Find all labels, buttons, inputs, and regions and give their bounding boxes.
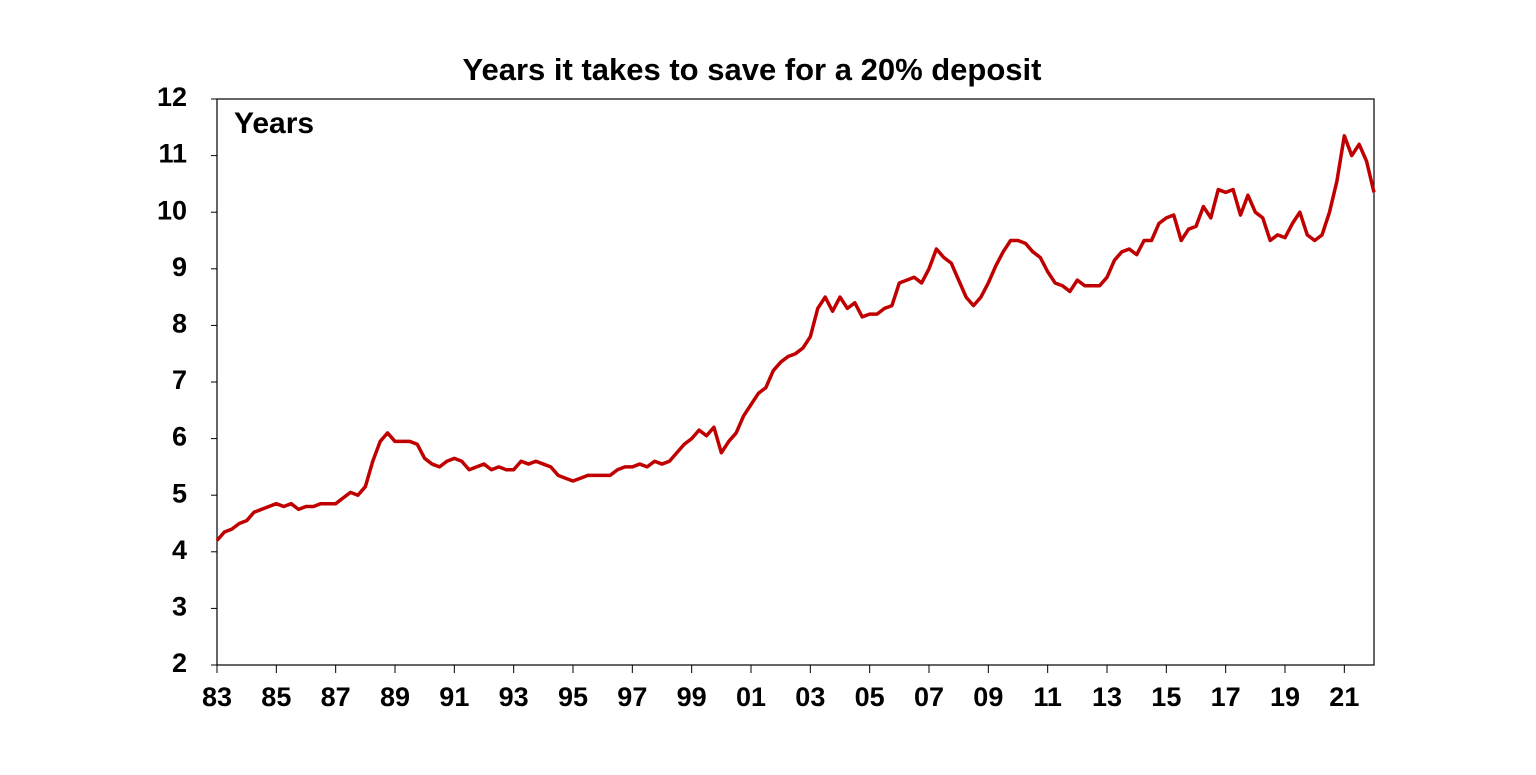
y-tick-label: 2	[172, 648, 187, 678]
y-tick-label: 8	[172, 309, 187, 339]
y-tick-label: 7	[172, 365, 187, 395]
x-tick-label: 03	[795, 682, 825, 712]
x-tick-label: 19	[1270, 682, 1300, 712]
y-tick-label: 4	[172, 535, 187, 565]
y-tick-label: 11	[158, 139, 187, 169]
x-tick-label: 93	[499, 682, 529, 712]
y-tick-label: 5	[172, 478, 187, 508]
chart-title: Years it takes to save for a 20% deposit	[463, 52, 1042, 87]
x-tick-label: 91	[439, 682, 469, 712]
x-tick-label: 99	[677, 682, 707, 712]
y-tick-label: 10	[157, 195, 187, 225]
x-tick-label: 87	[321, 682, 351, 712]
x-tick-label: 11	[1033, 682, 1062, 712]
x-tick-label: 89	[380, 682, 410, 712]
x-tick-label: 07	[914, 682, 944, 712]
y-tick-label: 6	[172, 422, 187, 452]
x-tick-label: 95	[558, 682, 588, 712]
line-series	[215, 134, 1376, 542]
x-tick-label: 15	[1151, 682, 1181, 712]
x-tick-label: 85	[261, 682, 291, 712]
x-tick-label: 97	[617, 682, 647, 712]
x-tick-label: 83	[202, 682, 232, 712]
y-tick-label: 12	[157, 82, 187, 112]
x-tick-label: 05	[855, 682, 885, 712]
y-axis-label: Years	[234, 107, 314, 140]
x-tick-label: 01	[736, 682, 766, 712]
y-tick-label: 9	[172, 252, 187, 282]
x-tick-label: 17	[1211, 682, 1241, 712]
x-tick-label: 21	[1329, 682, 1359, 712]
y-tick-label: 3	[172, 592, 187, 622]
plot-frame	[216, 98, 1375, 666]
x-tick-label: 09	[973, 682, 1003, 712]
x-tick-label: 13	[1092, 682, 1122, 712]
